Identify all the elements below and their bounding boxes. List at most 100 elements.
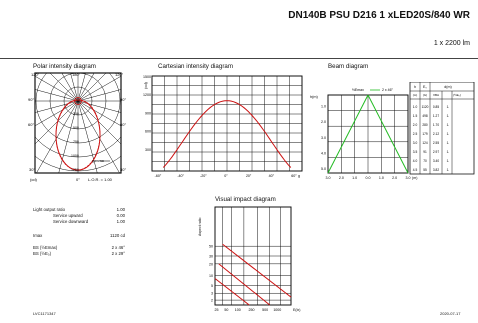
beam-table-cell: 1.70: [433, 123, 439, 127]
beam-diagram: 1.02.03.04.05.03.0 2.0 1.0 0.0 1.0 2.0 3.0 (m) …: [310, 82, 475, 180]
beam-h-value: 5.0: [321, 167, 326, 171]
visual-xtick: 100: [235, 308, 241, 312]
beam-table-cell: 2.5: [413, 132, 418, 136]
visual-glare-line: [222, 243, 292, 298]
beam-table-cell: 124: [422, 141, 428, 145]
beam-table-header: h: [414, 85, 416, 89]
beam-table-header: E₀: [423, 85, 427, 89]
beam-table-cell: 1120: [422, 105, 429, 109]
beam-table-cell: 4.5: [413, 168, 418, 172]
polar-radial-label: 250: [73, 112, 79, 116]
beam-legend-label: ½Emax: [352, 88, 364, 92]
beam-table-cell: 3.82: [433, 168, 439, 172]
info-row-lor: Light output ratio 1.00: [33, 207, 125, 213]
cartesian-xtick: -40°: [177, 174, 184, 178]
visual-xunit: E(lx): [293, 308, 300, 312]
polar-radial-label: 500: [73, 126, 79, 130]
polar-angle-label: 60°: [120, 122, 126, 127]
visual-impact-diagram: 50 30 20 10 5 3 2 25 50 100 250 500 1000 E(lx) Aspect…: [198, 206, 300, 312]
polar-spoke: [77, 100, 120, 173]
document-title: DN140B PSU D216 1 xLED20S/840 WR: [288, 10, 470, 21]
info-value: 1.00: [116, 207, 125, 212]
polar-spoke: [77, 73, 95, 102]
info-row-bs-e0: BS (½E₀) 2 x 29°: [33, 251, 125, 257]
beam-table-cell: 1.: [447, 150, 450, 154]
polar-angle-label: 120°: [31, 72, 40, 77]
visual-xtick: 500: [262, 308, 268, 312]
beam-h-value: 3.0: [321, 136, 326, 140]
info-row-bs-emax: BS (½Emax) 2 x 46°: [33, 245, 125, 251]
beam-h-value: 4.0: [321, 151, 326, 155]
polar-angle-label: 30°: [120, 167, 126, 172]
polar-radial-label: 750: [73, 140, 79, 144]
polar-angle-label: 90°: [120, 97, 126, 102]
cartesian-xtick: -20°: [200, 174, 207, 178]
beam-table-cell: 0.85: [433, 105, 439, 109]
beam-table-cell: 280: [422, 123, 428, 127]
beam-legend-value: 2 x 46°: [382, 88, 394, 92]
polar-spoke: [36, 100, 79, 173]
visual-glare-line: [214, 278, 250, 306]
cartesian-xtick: 0°: [224, 174, 228, 178]
polar-spoke: [77, 100, 121, 113]
cartesian-grid: [151, 75, 303, 172]
beam-x-value: 1.0: [379, 176, 384, 180]
beam-table-cell: 1.: [447, 123, 450, 127]
visual-impact-title: Visual impact diagram: [215, 196, 276, 203]
polar-spoke: [77, 75, 121, 102]
polar-spoke: [35, 75, 79, 102]
beam-diagram-title: Beam diagram: [328, 63, 369, 70]
beam-table-cell: 498: [422, 114, 428, 118]
beam-lines-group: [327, 94, 409, 174]
polar-spoke: [35, 100, 79, 145]
beam-table-cell: 1.: [447, 168, 450, 172]
visual-ytick: 3: [211, 292, 213, 296]
beam-table-cell: 2.0: [413, 123, 418, 127]
beam-table-cell: 1.27: [433, 114, 439, 118]
beam-grid: [327, 94, 409, 174]
beam-table-cell: 55: [423, 168, 427, 172]
beam-x-value: 3.0: [406, 176, 411, 180]
visual-glare-line: [218, 263, 271, 306]
polar-spoke: [49, 73, 79, 102]
visual-ytick: 50: [209, 245, 213, 249]
info-label: BS (½E₀): [33, 251, 52, 256]
cartesian-ytick: 1500: [143, 75, 151, 79]
polar-lor: L.O.R. = 1.00: [88, 177, 113, 182]
info-label: Service downward: [53, 219, 89, 224]
beam-table-subheader: VBA: [433, 93, 439, 97]
beam-h-value: 1.0: [321, 105, 326, 109]
cartesian-ytick: 300: [145, 148, 151, 152]
visual-grid: [214, 206, 292, 306]
cartesian-xunit: g: [298, 174, 300, 178]
visual-lines-group: [214, 243, 292, 306]
beam-table-cell: 2.55: [433, 141, 439, 145]
polar-spoke: [77, 100, 121, 145]
cartesian-xtick: 40°: [269, 174, 275, 178]
beam-table-cell: 70: [423, 159, 427, 163]
beam-h-value: 2.0: [321, 120, 326, 124]
beam-line-right: [367, 94, 409, 174]
polar-diagram-title: Polar intensity diagram: [33, 63, 96, 70]
beam-table-cell: 1.: [447, 132, 450, 136]
beam-table-cell: 4.0: [413, 159, 418, 163]
cartesian-diagram-title: Cartesian intensity diagram: [158, 63, 233, 70]
polar-spoke: [61, 73, 79, 102]
polar-spoke: [35, 100, 79, 113]
beam-table-cell: 2.97: [433, 150, 439, 154]
info-value: 0.00: [116, 213, 125, 218]
cartesian-xtick: 20°: [246, 174, 252, 178]
polar-radial-label: 1000: [71, 154, 79, 158]
info-value: 1120 cd: [110, 233, 125, 238]
info-value: 2 x 46°: [111, 245, 125, 250]
info-label: Imax: [33, 233, 43, 238]
polar-spoke: [35, 100, 79, 127]
beam-table-cell: 179: [422, 132, 428, 136]
beam-table-header: d(m): [444, 85, 451, 89]
polar-spoke: [77, 100, 121, 127]
info-value: 1.00: [116, 219, 125, 224]
beam-table-subheader: (½E₀): [453, 93, 461, 97]
info-row-upward: Service upward 0.00: [33, 213, 125, 219]
polar-spoke: [58, 100, 79, 173]
info-label: BS (½Emax): [33, 245, 58, 250]
